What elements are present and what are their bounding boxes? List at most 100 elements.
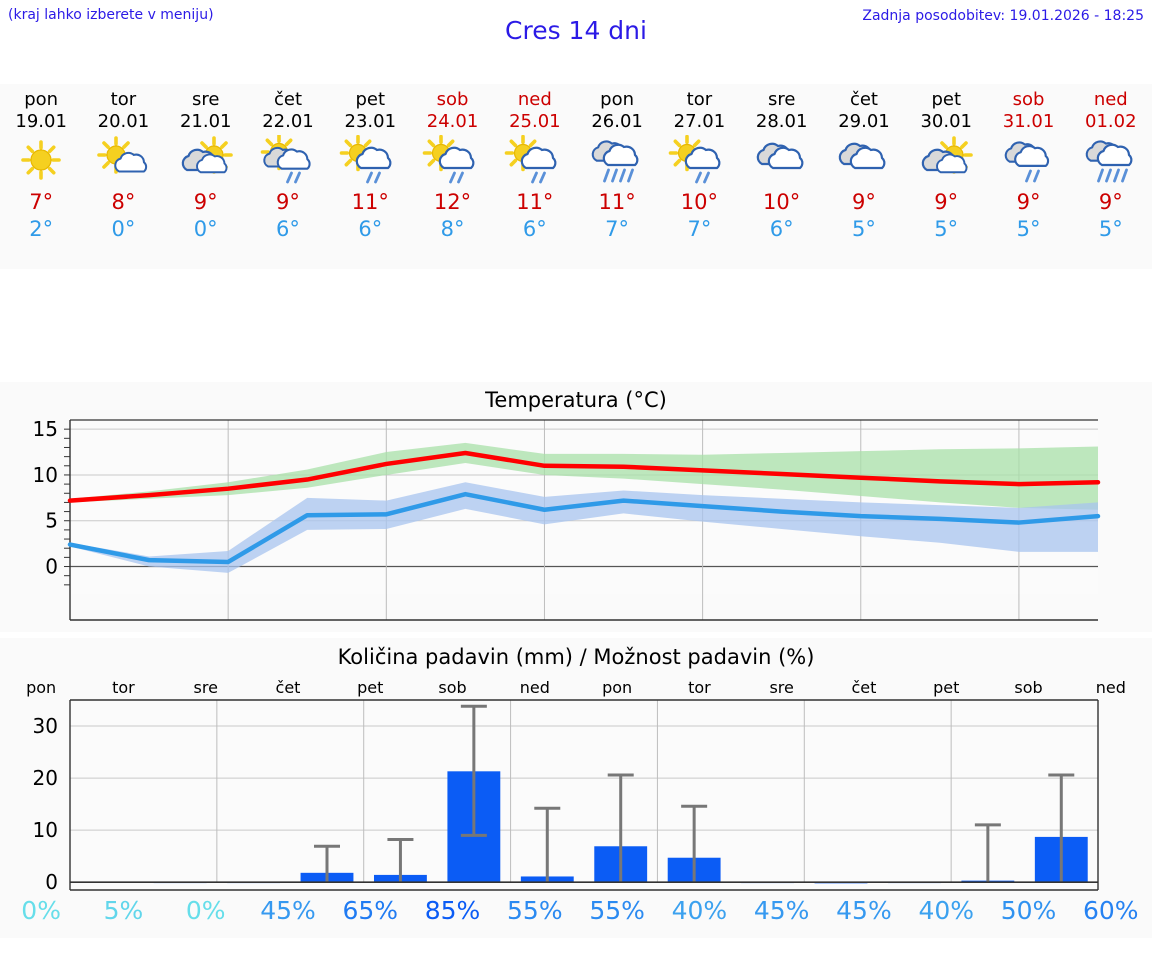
sun-cloud-rain-icon [333,135,407,187]
forecast-day-column[interactable]: pet 23.01 11° 6° [329,84,411,269]
forecast-day-column[interactable]: pon 19.01 7° 2° [0,84,82,269]
forecast-day-date: 24.01 [426,111,479,132]
sun-cloud-rain-icon [498,135,572,187]
cloud-rain-icon [992,135,1066,187]
precipitation-day-label: čet [275,678,301,697]
forecast-temp-min: 6° [522,217,547,241]
precipitation-chart-svg: 0 10 20 30 [33,699,1099,894]
precipitation-probability-label: 65% [342,896,399,925]
precipitation-day-labels: pon tor sre čet pet sob ned pon tor sre čet pet sob n… [0,678,1152,700]
forecast-day-column[interactable]: sob 24.01 12° 8° [411,84,493,269]
precipitation-day-label: čet [851,678,877,697]
precipitation-day-label: tor [112,678,135,697]
temperature-chart-svg: 0 5 10 15 [33,417,1101,621]
precipitation-probability-label: 0% [21,896,61,925]
cloud-rain-heavy-icon [1074,135,1148,187]
forecast-day-date: 19.01 [15,111,67,132]
precipitation-day-label: pet [357,678,384,697]
forecast-temp-min: 5° [934,217,959,241]
forecast-temp-max: 11° [351,190,389,214]
cloudy-icon [827,135,901,187]
forecast-day-name: ned [1093,89,1128,110]
precipitation-probability-label: 40% [671,896,728,925]
forecast-temp-min: 5° [1098,217,1123,241]
cloud-sun-rain-icon [251,135,325,187]
forecast-temp-max: 9° [852,190,876,214]
forecast-day-date: 31.01 [1002,111,1055,132]
forecast-day-column[interactable]: sob 31.01 9° 5° [987,84,1069,269]
forecast-day-date: 20.01 [97,111,150,132]
forecast-day-date: 28.01 [755,111,808,132]
forecast-day-name: tor [686,89,713,110]
forecast-day-date: 25.01 [509,111,561,132]
forecast-temp-max: 12° [433,190,472,214]
page-header: (kraj lahko izberete v meniju) Cres 14 d… [0,0,1152,62]
cloudy-icon [745,135,819,187]
forecast-temp-max: 9° [193,190,218,214]
forecast-temp-min: 6° [358,217,383,241]
forecast-temp-min: 7° [687,217,712,241]
forecast-day-column[interactable]: sre 21.01 9° 0° [165,84,247,269]
forecast-day-column[interactable]: pet 30.01 9° 5° [905,84,987,269]
forecast-day-column[interactable]: čet 22.01 9° 6° [247,84,329,269]
forecast-day-column[interactable]: pon 26.01 11° 7° [576,84,658,269]
forecast-day-name: čet [273,89,302,110]
forecast-day-date: 01.02 [1085,111,1137,132]
forecast-day-column[interactable]: čet 29.01 9° 5° [823,84,905,269]
forecast-day-name: čet [849,89,878,110]
precipitation-probability-label: 55% [507,896,563,925]
svg-text:10: 10 [33,818,58,842]
forecast-day-column[interactable]: tor 27.01 10° 7° [658,84,740,269]
forecast-temp-min: 0° [193,217,218,241]
forecast-temp-max: 7° [29,190,54,214]
forecast-day-name: sre [191,89,220,110]
forecast-day-date: 22.01 [262,111,314,132]
precipitation-day-label: sre [193,678,218,697]
forecast-day-date: 30.01 [920,111,972,132]
sunny-icon [4,135,78,187]
precipitation-probability-label: 40% [918,896,975,925]
svg-text:0: 0 [45,555,58,579]
forecast-day-name: pon [24,89,59,110]
forecast-temp-max: 10° [763,190,801,214]
forecast-day-name: pet [931,89,962,110]
precipitation-day-label: sob [438,678,467,697]
svg-text:5: 5 [45,509,58,533]
forecast-temp-min: 5° [1016,217,1041,241]
precipitation-day-label: ned [519,678,550,697]
svg-text:0: 0 [45,870,58,894]
forecast-day-date: 21.01 [179,111,232,132]
sun-cloud-icon [86,135,160,187]
forecast-day-date: 23.01 [344,111,397,132]
forecast-temp-max: 8° [111,190,136,214]
forecast-day-column[interactable]: ned 25.01 11° 6° [494,84,576,269]
temperature-chart-title: Temperatura (°C) [485,388,667,412]
forecast-day-name: ned [517,89,552,110]
forecast-temp-min: 7° [605,217,630,241]
precipitation-day-label: pet [933,678,960,697]
forecast-day-column[interactable]: sre 28.01 10° 6° [741,84,823,269]
forecast-day-column[interactable]: ned 01.02 9° 5° [1070,84,1152,269]
menu-hint-text: (kraj lahko izberete v meniju) [8,7,214,23]
forecast-temp-min: 6° [276,217,300,241]
forecast-temp-max: 9° [1016,190,1041,214]
precipitation-chart-panel: Količina padavin (mm) / Možnost padavin … [0,638,1152,938]
forecast-day-name: tor [110,89,137,110]
last-updated-text: Zadnja posodobitev: 19.01.2026 - 18:25 [862,8,1144,24]
svg-text:15: 15 [33,417,58,441]
forecast-temp-max: 11° [598,190,636,214]
cloud-sun-icon [169,135,243,187]
precipitation-day-label: tor [688,678,711,697]
precipitation-probability-label: 50% [1000,896,1057,925]
precipitation-probability-label: 60% [1083,896,1139,925]
cloud-rain-heavy-icon [580,135,654,187]
forecast-temp-min: 0° [111,217,136,241]
precipitation-day-label: pon [602,678,633,697]
daily-forecast-strip: pon 19.01 7° 2° tor 20.01 8° 0° sre 21.01 9° 0° čet 2… [0,84,1152,269]
forecast-temp-max: 9° [276,190,300,214]
forecast-day-column[interactable]: tor 20.01 8° 0° [82,84,164,269]
precipitation-probability-label: 5% [103,896,144,925]
forecast-temp-min: 8° [440,217,465,241]
precipitation-day-label: sob [1014,678,1043,697]
